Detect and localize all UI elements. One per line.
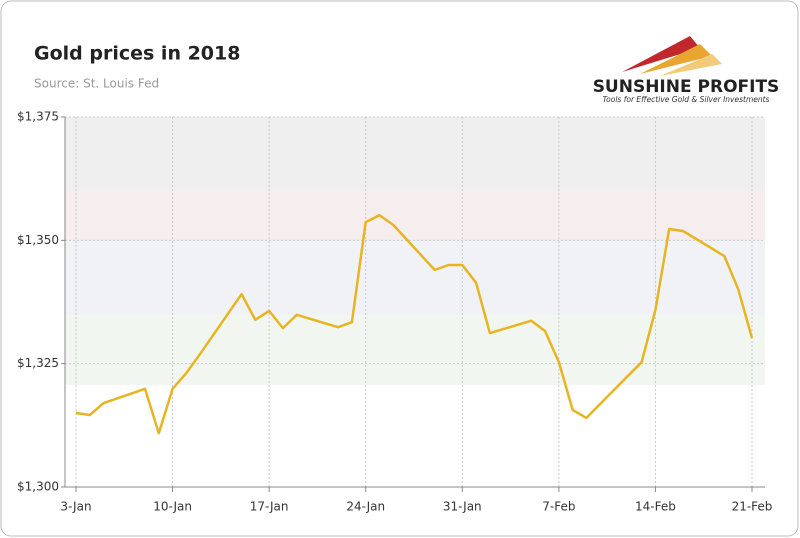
price-line bbox=[75, 213, 754, 435]
x-tick-label: 24-Jan bbox=[346, 500, 385, 514]
y-tick-label: $1,375 bbox=[17, 110, 59, 124]
logo-tagline: Tools for Effective Gold & Silver Invest… bbox=[603, 95, 770, 104]
x-tick-label: 17-Jan bbox=[250, 500, 289, 514]
x-tick-label: 14-Feb bbox=[635, 500, 676, 514]
y-tick-label: $1,350 bbox=[17, 233, 59, 247]
x-tick-label: 10-Jan bbox=[153, 500, 192, 514]
x-tick-label: 3-Jan bbox=[60, 500, 91, 514]
y-tick-label: $1,325 bbox=[17, 356, 59, 370]
background-bands bbox=[65, 117, 765, 385]
logo: SUNSHINE PROFITS Tools for Effective Gol… bbox=[593, 36, 780, 104]
x-tick-label: 21-Feb bbox=[732, 500, 773, 514]
chart-title: Gold prices in 2018 bbox=[34, 43, 240, 65]
x-tick-label: 7-Feb bbox=[542, 500, 575, 514]
x-tick-label: 31-Jan bbox=[443, 500, 482, 514]
logo-name: SUNSHINE PROFITS bbox=[593, 77, 780, 97]
y-tick-label: $1,300 bbox=[17, 480, 59, 494]
plot: $1,300 $1,325 $1,350 $1,375 3-Jan 10-Jan 17-Ja… bbox=[17, 110, 772, 514]
chart-subtitle: Source: St. Louis Fed bbox=[34, 77, 159, 91]
